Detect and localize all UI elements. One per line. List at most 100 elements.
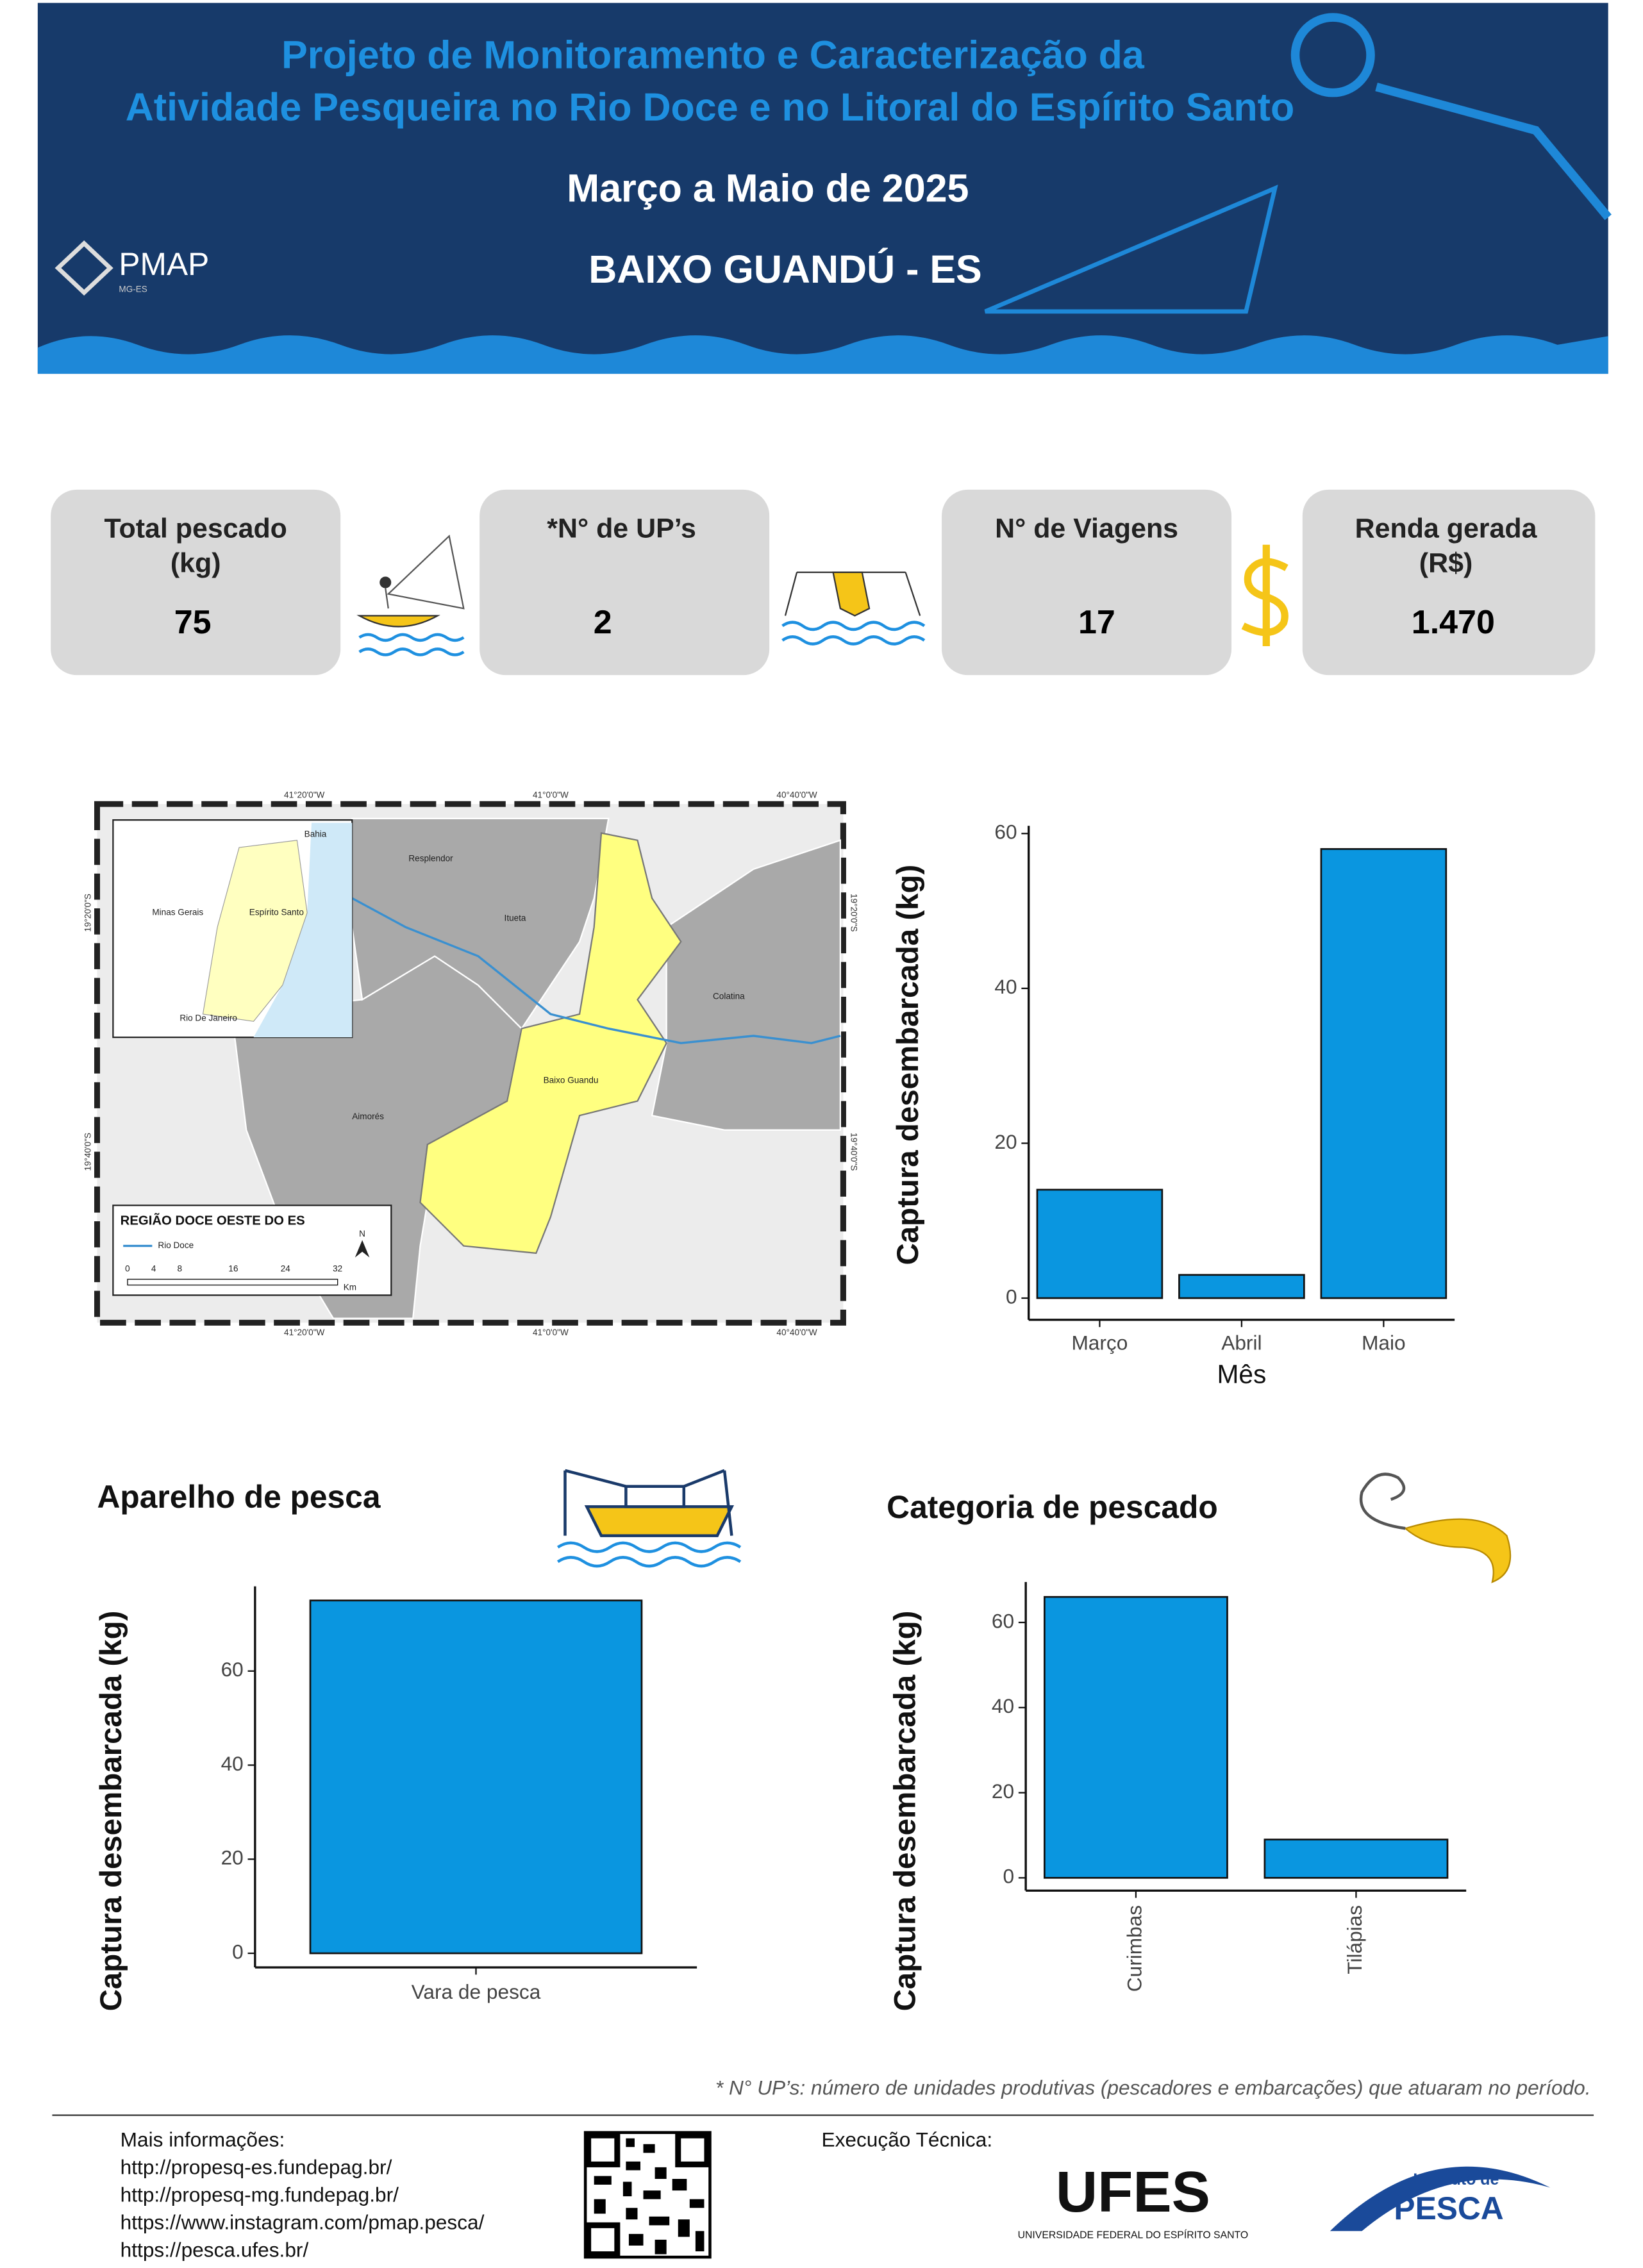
header-title: Projeto de Monitoramento e Caracterizaçã… (281, 33, 1145, 77)
inset-sea (253, 822, 353, 1038)
map-label: Baixo Guandu (544, 1076, 599, 1085)
chart-title: Categoria de pescado (887, 1489, 1218, 1525)
x-tick-label: Maio (1362, 1331, 1406, 1355)
charts: 0 20 40 60 Março Abril Maio Captura desembarcad… (94, 821, 1467, 2012)
inset-label: Bahia (304, 829, 327, 838)
y-tick-label: 40 (221, 1752, 244, 1775)
stat-value: 75 (174, 604, 212, 641)
river (351, 897, 841, 1044)
scale-label: 24 (281, 1263, 291, 1273)
map-highlight (419, 832, 682, 1255)
header-period: Março a Maio de 2025 (567, 166, 969, 210)
x-tick-label: Vara de pesca (412, 1980, 541, 2003)
dollar-icon (1241, 544, 1289, 646)
footer-link: https://pesca.ufes.br/ (121, 2238, 309, 2261)
bar (1320, 848, 1447, 1299)
bar (309, 1599, 643, 1955)
ufes-name: UNIVERSIDADE FEDERAL DO ESPÍRITO SANTO (1018, 2228, 1249, 2240)
y-tick-label: 20 (992, 1780, 1014, 1803)
y-axis-title: Captura desembarcada (kg) (94, 1611, 128, 2012)
ufes-logo: UFES (1056, 2160, 1210, 2224)
north-icon (354, 1240, 370, 1258)
pmap-logo-sub: MG-ES (119, 285, 147, 294)
stat-value: 17 (1078, 604, 1115, 641)
header-wave (37, 335, 1608, 374)
header-bg (37, 3, 1608, 374)
footnote: * N° UP’s: número de unidades produtivas… (715, 2076, 1591, 2099)
x-tick-label: Março (1071, 1331, 1128, 1355)
map-coord: 41°20'0"W (284, 1328, 324, 1337)
map-coord: 19°20'0"S (83, 894, 93, 932)
header: Projeto de Monitoramento e Caracterizaçã… (37, 3, 1612, 374)
map-label: Itueta (505, 913, 526, 922)
map-coord: 40°40'0"W (776, 1328, 817, 1337)
stat-label: *N° de UP’s (547, 513, 696, 544)
y-tick-label: 0 (232, 1940, 244, 1963)
map-label: Aimorés (352, 1112, 384, 1121)
inset-label: Minas Gerais (152, 907, 203, 917)
scale-label: 32 (333, 1263, 342, 1273)
stat-box (942, 489, 1232, 676)
stats: Total pescado (kg) 75 *N° de UP’s 2 N° d… (51, 489, 1596, 676)
boat-line (1375, 83, 1612, 221)
pesca-swoosh (1330, 2166, 1551, 2231)
stat-label: (R$) (1419, 548, 1472, 579)
stat-label: (kg) (171, 548, 221, 579)
header-location: BAIXO GUANDÚ - ES (588, 247, 981, 291)
stat-label: Total pescado (104, 513, 287, 544)
footer-execution: Execução Técnica: (822, 2128, 993, 2151)
scale-label: 0 (125, 1263, 130, 1273)
y-tick-label: 40 (994, 975, 1017, 998)
inset-es (202, 840, 308, 1022)
inset-label: Rio De Janeiro (179, 1013, 237, 1022)
map-coord: 41°0'0"W (533, 790, 569, 799)
map-coord: 19°40'0"S (83, 1133, 93, 1171)
y-tick-label: 20 (221, 1846, 244, 1869)
pmap-logo: PMAP (119, 246, 209, 282)
legend-river: Rio Doce (158, 1240, 194, 1250)
x-axis-title: Mês (1217, 1360, 1266, 1389)
y-tick-label: 60 (992, 1609, 1014, 1632)
map-coord: 19°20'0"S (849, 894, 859, 932)
y-axis-title: Captura desembarcada (kg) (888, 1611, 922, 2012)
map-coord: 41°20'0"W (284, 790, 324, 799)
map: Bahia Minas Gerais Espírito Santo Rio De… (83, 790, 859, 1337)
map-coord: 19°40'0"S (849, 1133, 859, 1171)
chart-title: Aparelho de pesca (97, 1479, 381, 1515)
x-tick-label: Tilápias (1343, 1905, 1366, 1974)
y-tick-label: 60 (994, 821, 1017, 844)
stat-value: 2 (594, 604, 612, 641)
scale-unit: Km (344, 1283, 356, 1292)
bar (1036, 1188, 1163, 1299)
footer-link: http://propesq-es.fundepag.br/ (121, 2156, 392, 2179)
float-icon (1290, 13, 1375, 97)
legend-title: REGIÃO DOCE OESTE DO ES (121, 1213, 305, 1228)
fisher-icon (356, 534, 465, 656)
stat-box (1302, 489, 1596, 676)
boat-sail (984, 185, 1278, 314)
scale-label: 8 (178, 1263, 183, 1273)
scale-bar (127, 1278, 338, 1286)
map-coord: 40°40'0"W (776, 790, 817, 799)
stat-label: Renda gerada (1355, 513, 1538, 544)
qr-code (583, 2131, 712, 2259)
bar (1178, 1274, 1305, 1299)
y-tick-label: 0 (1003, 1865, 1014, 1888)
header-title: Atividade Pesqueira no Rio Doce e no Lit… (126, 85, 1294, 129)
y-axis-title: Captura desembarcada (kg) (891, 865, 925, 1265)
pesca-logo: PESCA (1394, 2190, 1503, 2226)
map-coord: 41°0'0"W (533, 1328, 569, 1337)
inset-label: Espírito Santo (249, 907, 304, 917)
x-tick-label: Abril (1221, 1331, 1262, 1355)
map-label: Colatina (713, 991, 745, 1001)
x-tick-label: Curimbas (1122, 1905, 1146, 1992)
y-tick-label: 0 (1006, 1285, 1017, 1308)
footer-link: http://propesq-mg.fundepag.br/ (121, 2183, 399, 2206)
footer-info-title: Mais informações: (121, 2128, 285, 2151)
stat-value: 1.470 (1412, 604, 1495, 641)
pesca-top: Instituto de (1413, 2171, 1499, 2189)
y-tick-label: 20 (994, 1130, 1017, 1153)
y-tick-label: 40 (992, 1694, 1014, 1717)
